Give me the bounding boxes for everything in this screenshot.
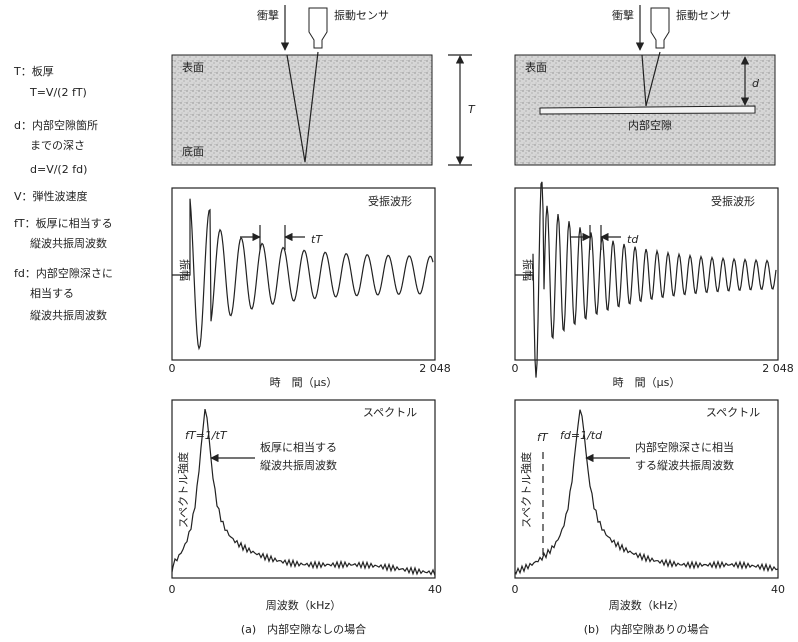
- amplitude-label: 振幅: [521, 259, 535, 281]
- legend-line: d=V/(2 fd): [30, 163, 87, 176]
- spectrum-frame: [514, 399, 779, 579]
- sensor-label: 振動センサ: [334, 8, 389, 22]
- waveform: [515, 181, 777, 378]
- depth-label: T: [468, 103, 476, 116]
- impact-label: 衝撃: [612, 8, 634, 22]
- legend-line: d：内部空隙箇所: [14, 118, 98, 132]
- spectrum: [171, 408, 436, 576]
- legend-line: 縦波共振周波数: [30, 236, 107, 250]
- time-axis-label: 時 間（μs）: [270, 376, 338, 389]
- legend-line: 相当する: [30, 286, 74, 300]
- freq-tick-label: 40: [771, 583, 785, 596]
- period-label: td: [627, 233, 639, 246]
- freq-tick-label: 40: [428, 583, 442, 596]
- legend-line: fd：内部空隙深さに: [14, 266, 113, 280]
- time-tick-label: 0: [169, 362, 176, 375]
- void-label: 内部空隙: [628, 118, 672, 132]
- note-line: 縦波共振周波数: [260, 458, 337, 472]
- time-tick-label: 0: [512, 362, 519, 375]
- reference-label: fT: [537, 431, 549, 444]
- freq-axis-label: 周波数（kHz）: [266, 599, 341, 612]
- sensor: [650, 7, 670, 49]
- spectrum-title: スペクトル: [363, 406, 417, 419]
- bottom-label: 底面: [182, 144, 204, 158]
- period-label: tT: [311, 233, 323, 246]
- legend-line: までの深さ: [30, 139, 85, 152]
- ray-path: [641, 51, 661, 107]
- intensity-label: スペクトル強度: [519, 452, 533, 528]
- caption: (b) 内部空隙ありの場合: [584, 622, 710, 636]
- spectrum-title: スペクトル: [706, 406, 760, 419]
- caption: (a) 内部空隙なしの場合: [241, 622, 366, 636]
- note-line: 内部空隙深さに相当: [635, 440, 734, 454]
- note-line: 板厚に相当する: [260, 440, 337, 454]
- freq-axis-label: 周波数（kHz）: [609, 599, 684, 612]
- waveform-frame: [514, 187, 779, 361]
- sensor-label: 振動センサ: [676, 8, 731, 22]
- freq-tick-label: 0: [169, 583, 176, 596]
- peak-label: fT=1/tT: [185, 429, 228, 442]
- legend-line: V：弾性波速度: [14, 189, 88, 203]
- spectrum: [514, 409, 779, 575]
- legend-line: T：板厚: [13, 64, 54, 78]
- legend-line: fT：板厚に相当する: [14, 216, 113, 230]
- sensor: [308, 7, 328, 49]
- intensity-label: スペクトル強度: [176, 452, 190, 528]
- depth-label: d: [752, 77, 760, 90]
- peak-label: fd=1/td: [560, 429, 603, 442]
- time-tick-label: 2 048: [762, 362, 794, 375]
- waveform-title: 受振波形: [368, 194, 412, 208]
- legend-line: T=V/(2 fT): [29, 86, 87, 99]
- ray-path: [286, 51, 319, 163]
- spectrum-frame: [171, 399, 436, 579]
- impact-label: 衝撃: [257, 8, 279, 22]
- amplitude-label: 振幅: [178, 259, 192, 281]
- waveform-frame: [171, 187, 436, 361]
- time-tick-label: 2 048: [419, 362, 451, 375]
- note-line: する縦波共振周波数: [635, 458, 734, 472]
- specimen: [171, 54, 433, 166]
- void: [539, 105, 756, 115]
- surface-label: 表面: [525, 60, 547, 74]
- waveform: [172, 198, 434, 351]
- waveform-title: 受振波形: [711, 194, 755, 208]
- legend-line: 縦波共振周波数: [30, 308, 107, 322]
- time-axis-label: 時 間（μs）: [613, 376, 681, 389]
- surface-label: 表面: [182, 60, 204, 74]
- freq-tick-label: 0: [512, 583, 519, 596]
